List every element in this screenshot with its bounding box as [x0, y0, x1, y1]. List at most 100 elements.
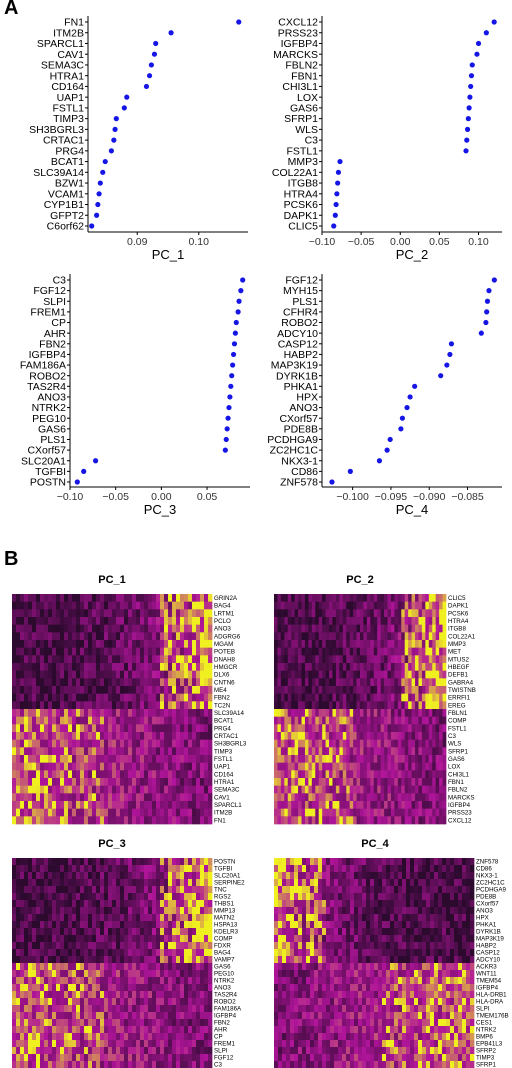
heatmap-cell: [428, 785, 433, 794]
heatmap-cell: [196, 594, 201, 603]
heatmap-cell: [325, 663, 330, 672]
heatmap-cell: [128, 998, 133, 1006]
heatmap-cell: [72, 716, 77, 725]
gene-label: MMP3: [288, 156, 318, 168]
heatmap-cell: [204, 747, 209, 756]
heatmap-cell: [208, 670, 213, 679]
heatmap-cell: [322, 709, 326, 718]
heatmap-cell: [304, 739, 309, 748]
heatmap-cell: [390, 739, 395, 748]
heatmap-cell: [432, 785, 437, 794]
heatmap-cell: [294, 816, 299, 825]
heatmap-cell: [180, 624, 185, 633]
heatmap-cell: [92, 1026, 97, 1034]
heatmap-cell: [366, 755, 371, 764]
heatmap-cell: [208, 624, 213, 633]
heatmap-cell: [96, 935, 101, 943]
heatmap-cell: [298, 770, 302, 779]
heatmap-cell: [140, 732, 145, 741]
heatmap-cell: [284, 640, 289, 649]
heatmap-cell: [20, 1019, 25, 1027]
heatmap-cell: [172, 755, 177, 764]
heatmap-cell: [48, 935, 53, 943]
heatmap-cell: [120, 1012, 125, 1020]
heatmap-cell: [176, 998, 181, 1006]
heatmap-cell: [172, 956, 177, 964]
heatmap-cell: [48, 724, 53, 733]
heatmap-cell: [342, 785, 347, 794]
heatmap-cell: [200, 624, 205, 633]
gene-label: SPARCL1: [37, 38, 84, 50]
heatmap-cell: [188, 778, 193, 787]
heatmap-cell: [24, 907, 29, 915]
heatmap-cell: [20, 670, 25, 679]
heatmap-cell: [384, 609, 388, 618]
heatmap-cell: [128, 935, 133, 943]
gene-label: IGFBP4: [29, 349, 67, 361]
heatmap-cell: [48, 624, 53, 633]
heatmap-cell: [92, 693, 97, 702]
x-tick-label: −0.090: [413, 491, 446, 503]
heatmap-cell: [342, 709, 347, 718]
heatmap-cell: [188, 670, 193, 679]
heatmap-cell: [208, 1012, 213, 1020]
heatmap-cell: [40, 739, 45, 748]
heatmap-cell: [311, 655, 316, 664]
heatmap-cell: [136, 801, 141, 810]
heatmap-cell: [48, 921, 53, 929]
heatmap-cell: [36, 1026, 41, 1034]
heatmap-cell: [397, 655, 402, 664]
heatmap-cell: [318, 647, 323, 656]
heatmap-cell: [438, 865, 443, 873]
heatmap-cell: [356, 785, 361, 794]
heatmap-cell: [12, 963, 17, 971]
heatmap-cell: [24, 984, 29, 992]
heatmap-cell: [386, 865, 391, 873]
heatmap-cell: [12, 601, 17, 610]
heatmap-cell: [152, 609, 157, 618]
heatmap-cell: [152, 778, 157, 787]
heatmap-cell: [425, 647, 430, 656]
heatmap-cell: [68, 1019, 73, 1027]
heatmap-cell: [325, 647, 330, 656]
heatmap-cell: [418, 858, 423, 866]
heatmap-cell: [342, 716, 347, 725]
heatmap-cell: [291, 747, 295, 756]
heatmap-cell: [349, 739, 354, 748]
heatmap-cell: [404, 670, 409, 679]
heatmap-cell: [80, 1005, 85, 1013]
heatmap-cell: [48, 1005, 53, 1013]
heatmap-cell: [64, 977, 69, 985]
heatmap-cell: [152, 617, 157, 626]
heatmap-cell: [380, 655, 385, 664]
heatmap-cell: [322, 632, 326, 641]
heatmap-cell: [28, 808, 33, 817]
heatmap-cell: [116, 609, 121, 618]
heatmap-cell: [92, 663, 97, 672]
heatmap-cell: [16, 991, 21, 999]
heatmap-cell: [104, 900, 109, 908]
heatmap-cell: [287, 594, 292, 603]
heatmap-cell: [52, 793, 57, 802]
heatmap-cell: [196, 935, 201, 943]
heatmap-cell: [408, 801, 412, 810]
heatmap-cell: [64, 858, 69, 866]
heatmap-cell: [160, 998, 165, 1006]
x-axis-title: PC_4: [396, 502, 429, 517]
heatmap-cell: [342, 663, 347, 672]
panel-label-a: A: [4, 0, 19, 19]
gene-label: PCSK6: [284, 199, 319, 211]
data-point: [146, 73, 153, 79]
heatmap-cell: [294, 732, 299, 741]
heatmap-cell: [120, 984, 125, 992]
heatmap-cell: [168, 732, 173, 741]
heatmap-cell: [60, 886, 65, 894]
heatmap-cell: [208, 808, 213, 817]
heatmap-cell: [291, 762, 295, 771]
heatmap-cell: [346, 724, 351, 733]
heatmap-cell: [136, 1047, 141, 1055]
heatmap-cell: [60, 921, 65, 929]
heatmap-cell: [346, 640, 351, 649]
heatmap-cell: [390, 678, 395, 687]
heatmap-cell: [96, 724, 101, 733]
